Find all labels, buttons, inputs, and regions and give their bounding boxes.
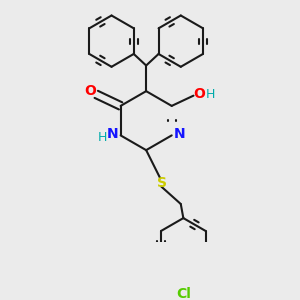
Text: Cl: Cl (176, 287, 191, 300)
Text: N: N (174, 127, 185, 141)
Text: O: O (193, 87, 205, 100)
Text: O: O (85, 84, 97, 98)
Text: N: N (107, 127, 119, 141)
Text: H: H (206, 88, 215, 101)
Text: H: H (98, 131, 107, 145)
Text: S: S (157, 176, 166, 190)
